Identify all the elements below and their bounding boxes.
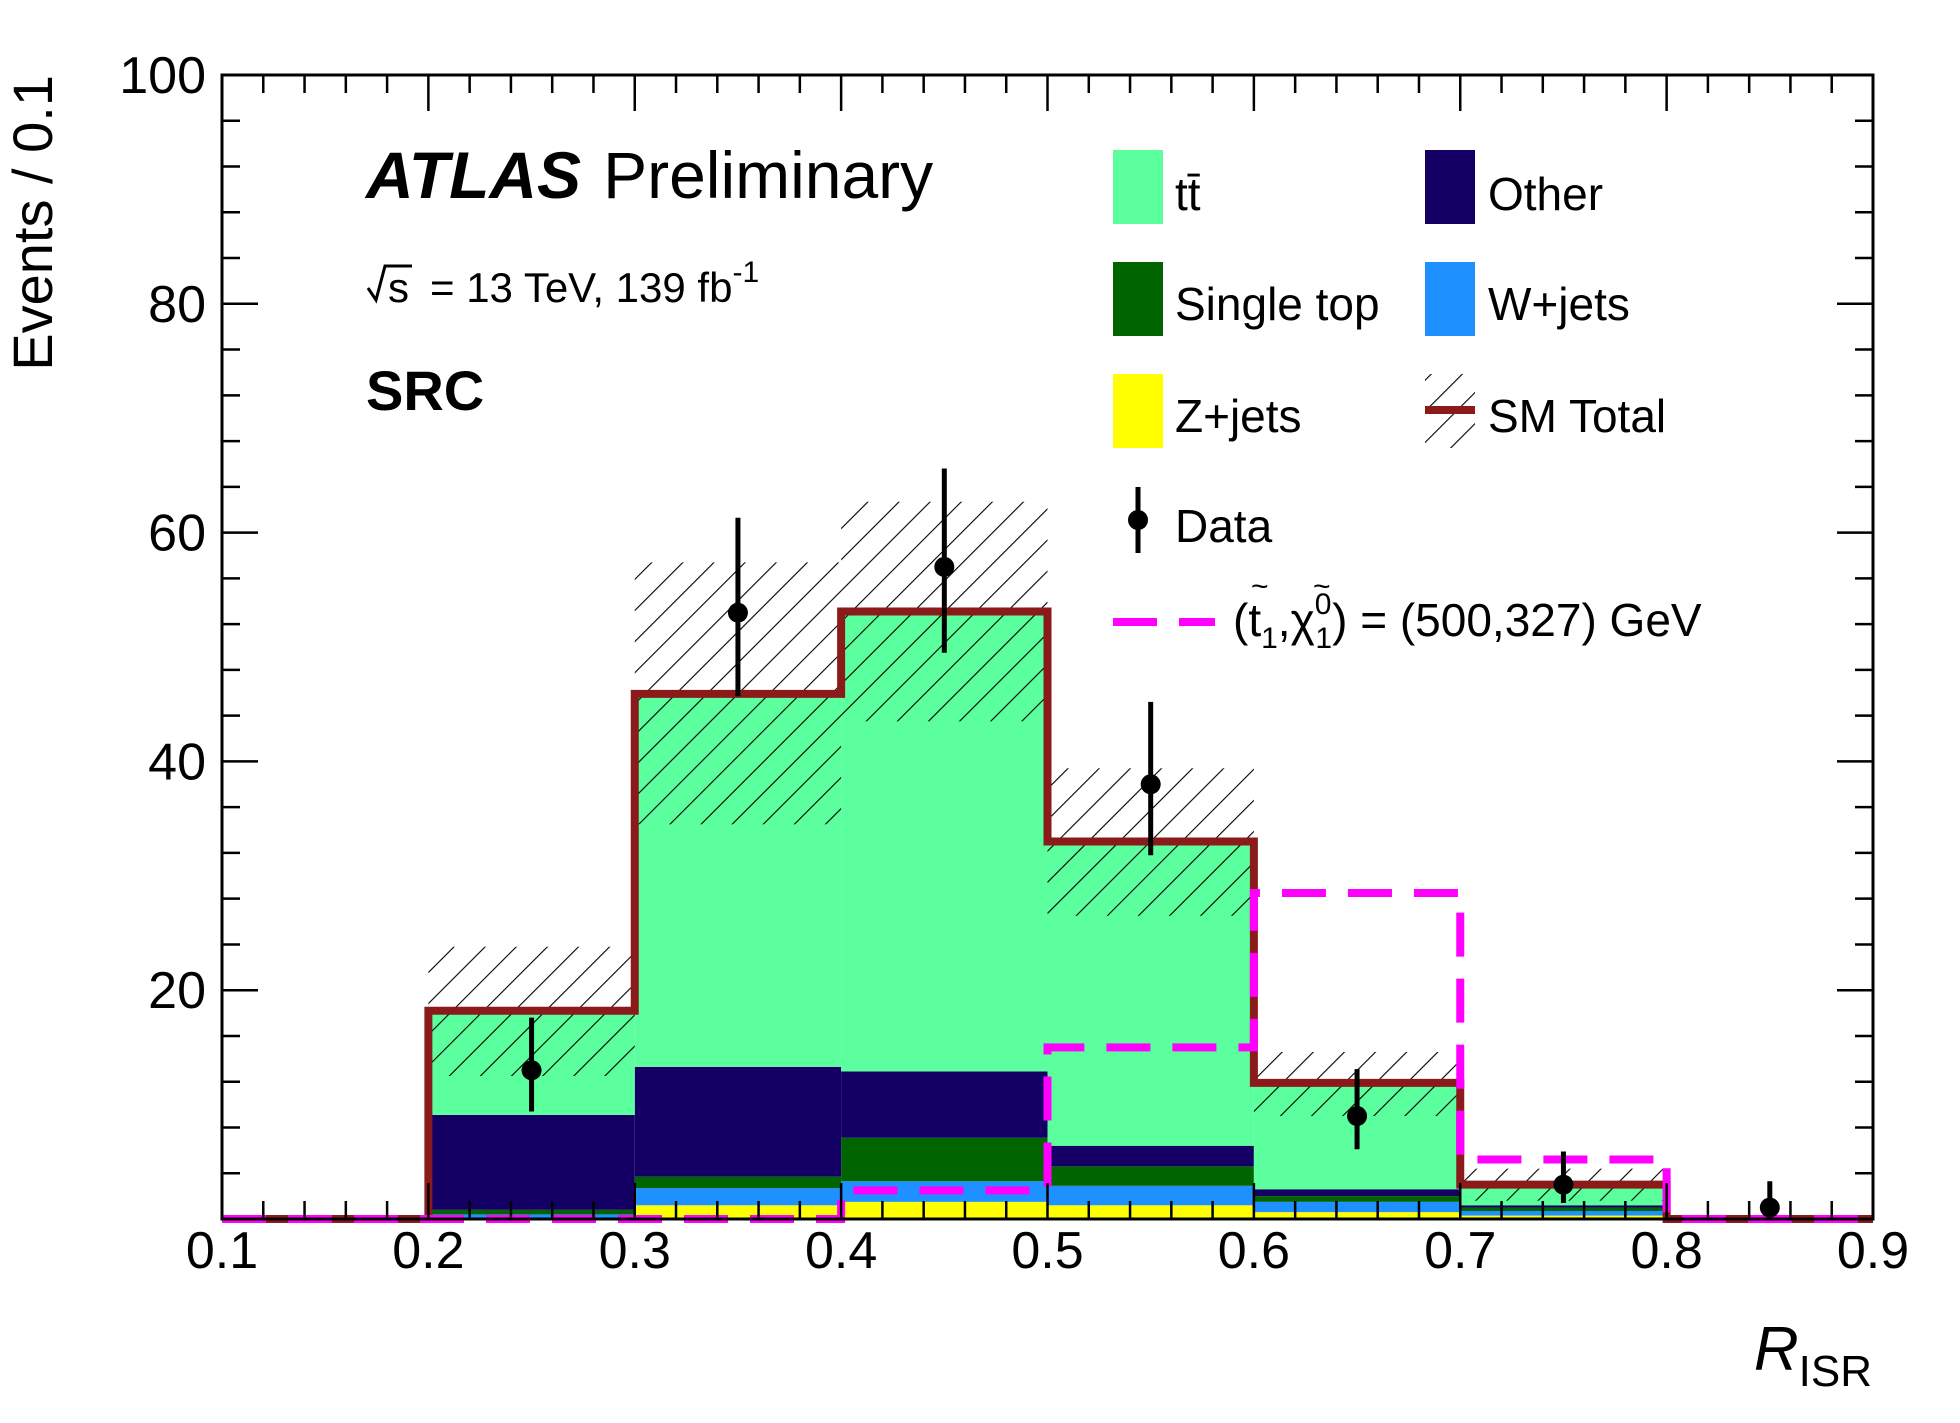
bar-z-jets-bin-3 xyxy=(841,1201,1048,1219)
bar-other-bin-1 xyxy=(428,1114,635,1210)
x-tick-label-8: 0.9 xyxy=(1837,1222,1909,1280)
x-tick-label-7: 0.8 xyxy=(1630,1222,1702,1280)
x-axis-title: RISR xyxy=(1754,1315,1872,1396)
bar-single-top-bin-4 xyxy=(1047,1166,1254,1186)
data-point-4 xyxy=(1347,1069,1368,1150)
x-tick-label-6: 0.7 xyxy=(1424,1222,1496,1280)
bar-single-top-bin-2 xyxy=(634,1176,842,1189)
x-tick-label-4: 0.5 xyxy=(1011,1222,1083,1280)
bar-z-jets-bin-5 xyxy=(1253,1212,1461,1219)
y-axis-title: Events / 0.1 xyxy=(1,75,64,371)
legend-label-signal: (t1,χ0 1) = (500,327) GeV xyxy=(1233,588,1702,655)
legend-swatch-zjets xyxy=(1113,374,1163,448)
atlas-label: ATLAS Preliminary xyxy=(364,138,933,212)
data-points xyxy=(521,468,1780,1218)
legend-label-other: Other xyxy=(1488,168,1603,220)
legend: tt̄ Other Single top W+jets Z+jets SM To… xyxy=(1113,150,1702,655)
bar-other-bin-6 xyxy=(1460,1205,1667,1208)
legend-swatch-singletop xyxy=(1113,262,1163,336)
svg-text:~: ~ xyxy=(1313,570,1331,603)
x-tick-label-3: 0.4 xyxy=(805,1222,877,1280)
bar-w-jets-bin-4 xyxy=(1047,1185,1254,1206)
bar-w-jets-bin-1 xyxy=(428,1214,635,1219)
svg-text:= 13 TeV, 139 fb-1: = 13 TeV, 139 fb-1 xyxy=(430,256,759,311)
axis-ticks xyxy=(220,73,1875,1221)
legend-swatch-ttbar xyxy=(1113,150,1163,224)
x-tick-label-5: 0.6 xyxy=(1218,1222,1290,1280)
legend-swatch-wjets xyxy=(1425,262,1475,336)
x-tick-label-2: 0.3 xyxy=(599,1222,671,1280)
bar-single-top-bin-1 xyxy=(428,1209,635,1215)
svg-text:s: s xyxy=(388,264,409,311)
y-axis-tick-labels: 20 40 60 80 100 xyxy=(119,47,206,1020)
data-point-3 xyxy=(1140,701,1161,856)
legend-label-zjets: Z+jets xyxy=(1175,390,1302,442)
region-label: SRC xyxy=(366,359,484,422)
data-point-6 xyxy=(1759,1181,1780,1218)
legend-marker-data xyxy=(1128,510,1148,530)
bar-other-bin-5 xyxy=(1253,1189,1461,1197)
x-tick-label-0: 0.1 xyxy=(186,1222,258,1280)
bar-z-jets-bin-2 xyxy=(634,1205,842,1219)
bar-single-top-bin-5 xyxy=(1253,1196,1461,1202)
legend-swatch-other xyxy=(1425,150,1475,224)
y-tick-label-3: 80 xyxy=(148,276,206,334)
bar-other-bin-4 xyxy=(1047,1145,1254,1167)
y-tick-label-0: 20 xyxy=(148,962,206,1020)
bar-other-bin-3 xyxy=(841,1071,1048,1138)
bar-z-jets-bin-4 xyxy=(1047,1205,1254,1219)
legend-label-ttbar: tt̄ xyxy=(1175,168,1201,220)
signal-line xyxy=(222,888,1873,1223)
y-tick-label-4: 100 xyxy=(119,47,206,105)
y-tick-label-1: 40 xyxy=(148,733,206,791)
y-tick-label-2: 60 xyxy=(148,505,206,563)
legend-label-smtotal: SM Total xyxy=(1488,390,1666,442)
legend-label-singletop: Single top xyxy=(1175,278,1380,330)
data-point-0 xyxy=(521,1017,542,1112)
bar-other-bin-2 xyxy=(634,1066,842,1177)
x-tick-label-1: 0.2 xyxy=(392,1222,464,1280)
bar-single-top-bin-3 xyxy=(841,1137,1048,1182)
legend-label-wjets: W+jets xyxy=(1488,278,1630,330)
bar-w-jets-bin-5 xyxy=(1253,1201,1461,1213)
svg-text:~: ~ xyxy=(1251,570,1269,603)
data-point-2 xyxy=(934,468,955,653)
data-point-1 xyxy=(727,517,748,697)
bar-z-jets-bin-6 xyxy=(1460,1215,1667,1219)
stacked-histogram xyxy=(428,611,1667,1219)
bar-w-jets-bin-6 xyxy=(1460,1210,1667,1216)
bar-single-top-bin-6 xyxy=(1460,1207,1667,1211)
x-axis-tick-labels: 0.1 0.2 0.3 0.4 0.5 0.6 0.7 0.8 0.9 xyxy=(186,1222,1909,1280)
data-point-5 xyxy=(1553,1151,1574,1203)
bar-w-jets-bin-2 xyxy=(634,1188,842,1206)
energy-lumi-label: s = 13 TeV, 139 fb-1 xyxy=(366,256,759,311)
legend-label-data: Data xyxy=(1175,500,1273,552)
